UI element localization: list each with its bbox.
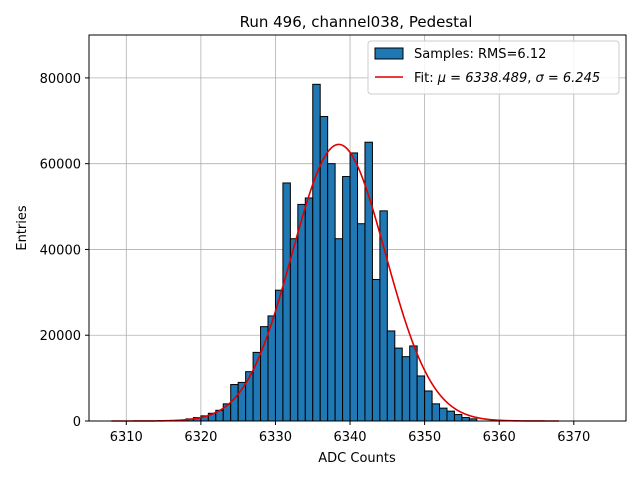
histogram-bar bbox=[431, 403, 441, 422]
histogram-bar bbox=[453, 414, 463, 422]
histogram-bar bbox=[357, 223, 366, 422]
histogram-bar bbox=[334, 238, 344, 422]
histogram-bar bbox=[379, 210, 388, 422]
x-tick-label: 6310 bbox=[110, 430, 143, 445]
y-axis-ticks: 0 20000 40000 60000 80000 bbox=[40, 72, 89, 430]
x-axis-label: ADC Counts bbox=[318, 451, 396, 466]
x-tick-label: 6320 bbox=[184, 430, 217, 445]
histogram-bar bbox=[461, 417, 470, 422]
y-tick-label: 40000 bbox=[40, 243, 81, 258]
plot-frame bbox=[88, 34, 627, 422]
y-axis-label: Entries bbox=[15, 205, 30, 251]
histogram-bar bbox=[439, 407, 448, 422]
x-tick-label: 6350 bbox=[408, 430, 441, 445]
histogram-bar bbox=[371, 278, 381, 422]
histogram-bar bbox=[245, 371, 254, 422]
legend-fit-label: Fit: μ = 6338.489, σ = 6.245 bbox=[414, 71, 600, 86]
histogram-bar bbox=[424, 390, 433, 422]
histogram-bar bbox=[230, 384, 239, 422]
histogram-bar bbox=[409, 345, 418, 422]
histogram-bar bbox=[349, 152, 358, 422]
x-tick-label: 6370 bbox=[557, 430, 590, 445]
legend-bars-swatch bbox=[374, 47, 404, 60]
histogram-bar bbox=[297, 203, 306, 422]
histogram-bar bbox=[260, 326, 269, 422]
histogram-bar bbox=[327, 163, 336, 422]
x-tick-label: 6330 bbox=[259, 430, 292, 445]
histogram-bar bbox=[394, 347, 403, 422]
histogram-bar bbox=[304, 197, 314, 422]
legend-box bbox=[367, 40, 620, 95]
histogram-bar bbox=[416, 375, 426, 422]
histogram-bar bbox=[446, 410, 455, 422]
x-tick-label: 6340 bbox=[333, 430, 366, 445]
x-tick-label: 6360 bbox=[483, 430, 516, 445]
histogram-bar bbox=[289, 238, 299, 422]
y-tick-label: 60000 bbox=[40, 158, 81, 173]
x-axis-ticks: 6310 6320 6330 6340 6350 6360 6370 bbox=[110, 421, 590, 445]
y-tick-label: 80000 bbox=[40, 72, 81, 87]
y-tick-label: 0 bbox=[73, 415, 81, 430]
legend-fit-prefix: Fit: bbox=[414, 71, 438, 86]
histogram-bar bbox=[312, 83, 321, 422]
fit-curve bbox=[111, 143, 559, 422]
histogram-bar bbox=[401, 356, 411, 422]
legend-fit-sep: , bbox=[527, 71, 535, 86]
histogram-bars bbox=[185, 83, 478, 422]
histogram-bar bbox=[342, 176, 351, 422]
chart-title: Run 496, channel038, Pedestal bbox=[240, 13, 473, 31]
legend-bars-label: Samples: RMS=6.12 bbox=[414, 47, 546, 62]
histogram-bar bbox=[364, 141, 373, 422]
histogram-bar bbox=[282, 182, 291, 422]
histogram-bar bbox=[386, 330, 396, 422]
legend-fit-mu: μ = 6338.489 bbox=[437, 71, 527, 86]
legend-fit-sigma: σ = 6.245 bbox=[536, 71, 601, 86]
legend: Samples: RMS=6.12 Fit: μ = 6338.489, σ =… bbox=[367, 40, 620, 95]
y-tick-label: 20000 bbox=[40, 329, 81, 344]
